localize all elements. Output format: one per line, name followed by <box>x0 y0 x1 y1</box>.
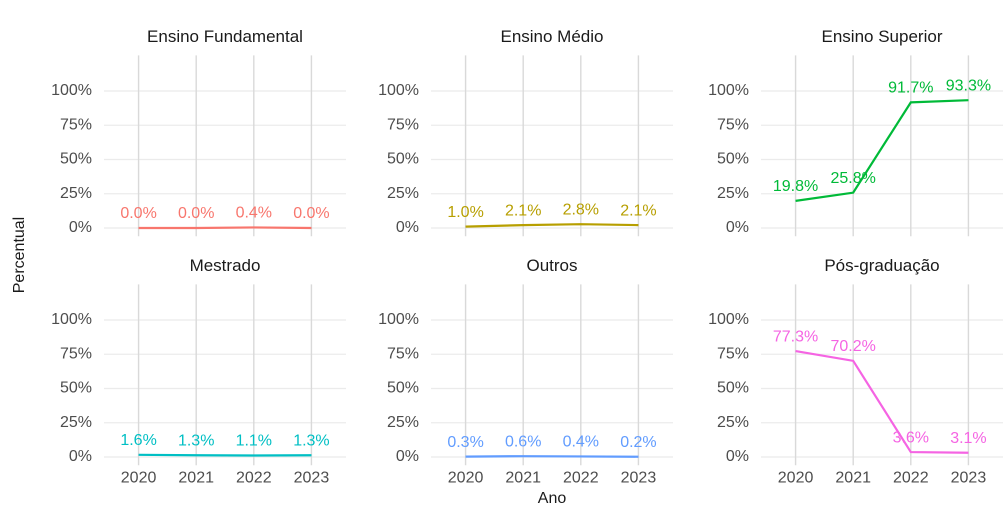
y-tick-label: 25% <box>717 414 749 431</box>
data-label: 0.0% <box>293 205 329 222</box>
y-tick-label: 25% <box>387 414 419 431</box>
x-tick-label: 2020 <box>121 469 157 486</box>
data-label: 70.2% <box>831 338 876 355</box>
x-tick-label: 2021 <box>178 469 214 486</box>
x-tick-label: 2023 <box>294 469 330 486</box>
panel-title: Pós-graduação <box>824 256 939 275</box>
data-label: 1.0% <box>447 204 483 221</box>
data-label: 3.6% <box>893 429 929 446</box>
line <box>138 453 312 457</box>
panel-title: Ensino Superior <box>822 27 943 46</box>
line <box>138 226 312 230</box>
line <box>465 455 639 458</box>
data-label: 2.1% <box>620 202 656 219</box>
data-label: 0.4% <box>563 434 599 451</box>
y-tick-label: 25% <box>60 414 92 431</box>
panel-title: Outros <box>526 256 577 275</box>
y-tick-label: 0% <box>396 448 419 465</box>
y-tick-label: 50% <box>387 151 419 168</box>
data-label: 19.8% <box>773 178 818 195</box>
data-label: 0.0% <box>120 205 156 222</box>
data-label: 0.4% <box>236 205 272 222</box>
y-tick-label: 50% <box>717 151 749 168</box>
y-tick-label: 50% <box>717 380 749 397</box>
y-tick-label: 0% <box>726 219 749 236</box>
data-label: 25.8% <box>831 170 876 187</box>
y-tick-label: 75% <box>60 345 92 362</box>
y-tick-label: 50% <box>60 151 92 168</box>
y-tick-label: 50% <box>387 380 419 397</box>
y-tick-label: 75% <box>387 345 419 362</box>
y-tick-label: 0% <box>69 448 92 465</box>
data-label: 0.3% <box>447 434 483 451</box>
data-label: 1.1% <box>236 433 272 450</box>
y-tick-label: 0% <box>69 219 92 236</box>
y-tick-label: 75% <box>717 116 749 133</box>
data-label: 0.6% <box>505 433 541 450</box>
data-label: 91.7% <box>888 80 933 97</box>
data-label: 0.2% <box>620 434 656 451</box>
data-label: 1.3% <box>178 432 214 449</box>
data-label: 3.1% <box>950 430 986 447</box>
x-axis-label: Ano <box>538 490 567 507</box>
x-tick-label: 2020 <box>448 469 484 486</box>
y-tick-label: 0% <box>726 448 749 465</box>
data-label: 1.6% <box>120 432 156 449</box>
y-tick-label: 25% <box>387 185 419 202</box>
data-label: 2.8% <box>563 201 599 218</box>
data-label: 93.3% <box>946 77 991 94</box>
line <box>465 223 639 228</box>
data-label: 1.3% <box>293 432 329 449</box>
y-tick-label: 100% <box>51 82 92 99</box>
line <box>795 350 969 454</box>
y-tick-label: 100% <box>51 311 92 328</box>
line <box>795 99 969 202</box>
x-tick-label: 2022 <box>236 469 272 486</box>
data-label: 0.0% <box>178 205 214 222</box>
y-tick-label: 75% <box>387 116 419 133</box>
x-tick-label: 2023 <box>951 469 987 486</box>
x-tick-label: 2023 <box>621 469 657 486</box>
y-tick-label: 25% <box>717 185 749 202</box>
y-tick-label: 100% <box>378 82 419 99</box>
y-tick-label: 0% <box>396 219 419 236</box>
data-label: 2.1% <box>505 202 541 219</box>
x-tick-label: 2022 <box>563 469 599 486</box>
y-axis-label: Percentual <box>11 217 28 294</box>
y-tick-label: 75% <box>60 116 92 133</box>
y-tick-label: 25% <box>60 185 92 202</box>
x-tick-label: 2021 <box>505 469 541 486</box>
y-tick-label: 100% <box>378 311 419 328</box>
y-tick-label: 75% <box>717 345 749 362</box>
panel-title: Ensino Fundamental <box>147 27 303 46</box>
y-tick-label: 100% <box>708 311 749 328</box>
x-tick-label: 2020 <box>778 469 814 486</box>
y-tick-label: 50% <box>60 380 92 397</box>
panel-title: Mestrado <box>190 256 261 275</box>
y-tick-label: 100% <box>708 82 749 99</box>
data-label: 77.3% <box>773 328 818 345</box>
panel-title: Ensino Médio <box>500 27 603 46</box>
x-tick-label: 2022 <box>893 469 929 486</box>
x-tick-label: 2021 <box>835 469 871 486</box>
